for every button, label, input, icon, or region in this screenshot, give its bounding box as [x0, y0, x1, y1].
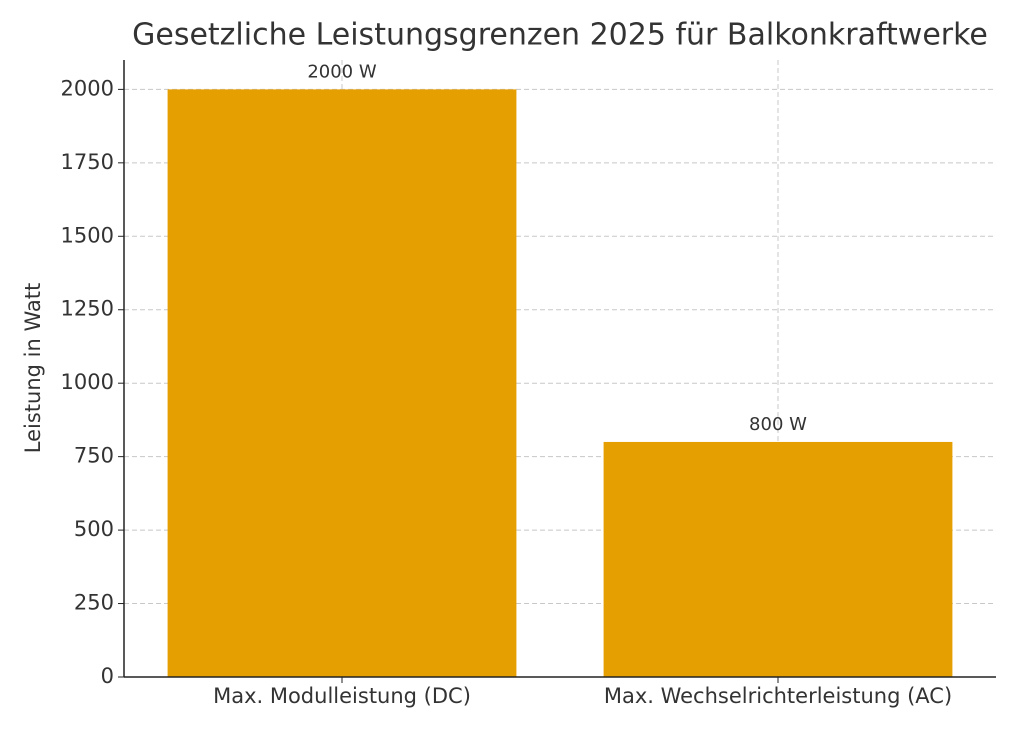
bar — [167, 89, 517, 677]
y-tick-label: 500 — [74, 517, 114, 541]
x-tick-label: Max. Modulleistung (DC) — [213, 684, 471, 708]
y-tick-label: 1500 — [61, 223, 114, 247]
value-label: 2000 W — [307, 61, 377, 82]
y-tick-label: 750 — [74, 444, 114, 468]
x-tick-label: Max. Wechselrichterleistung (AC) — [604, 684, 952, 708]
y-tick-label: 250 — [74, 591, 114, 615]
y-tick-label: 1750 — [61, 150, 114, 174]
y-tick-label: 2000 — [61, 76, 114, 100]
y-tick-label: 1000 — [61, 370, 114, 394]
value-label: 800 W — [749, 414, 807, 435]
y-tick-label: 1250 — [61, 297, 114, 321]
chart-title: Gesetzliche Leistungsgrenzen 2025 für Ba… — [132, 18, 988, 53]
bar — [603, 441, 953, 677]
y-tick-label: 0 — [101, 664, 114, 688]
y-axis-label: Leistung in Watt — [21, 283, 45, 453]
